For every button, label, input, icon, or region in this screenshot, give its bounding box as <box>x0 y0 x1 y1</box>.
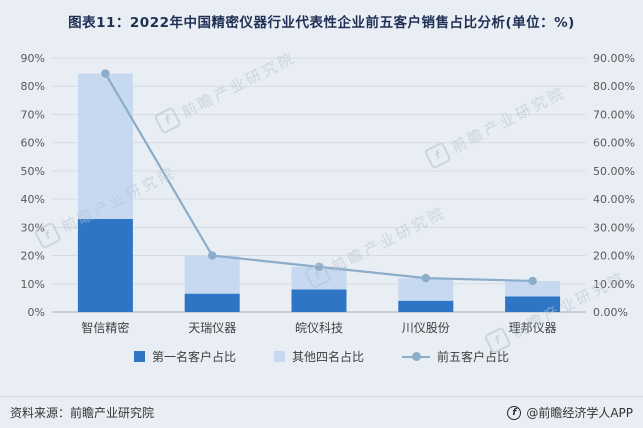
right-axis-tick-label: 90.00% <box>593 52 635 65</box>
left-axis-tick-label: 10% <box>21 278 45 291</box>
x-axis-category-label: 天瑞仪器 <box>188 321 236 335</box>
left-axis-tick-label: 20% <box>21 250 45 263</box>
line-marker <box>314 262 324 272</box>
bar-segment-other-four <box>505 280 561 297</box>
x-axis-category-label: 智信精密 <box>81 320 129 335</box>
legend-label: 第一名客户占比 <box>151 350 236 364</box>
qianzhan-logo-icon: f <box>507 405 522 420</box>
right-axis-tick-label: 80.00% <box>593 80 635 93</box>
credit-label: @前瞻经济学人APP <box>526 406 633 420</box>
chart-title: 图表11：2022年中国精密仪器行业代表性企业前五客户销售占比分析(单位：%) <box>68 15 575 31</box>
legend-item-line: 前五客户占比 <box>402 348 509 365</box>
left-axis-tick-label: 80% <box>21 80 45 93</box>
left-axis-tick-label: 30% <box>21 221 45 234</box>
legend-swatch-square <box>133 351 145 362</box>
left-axis-tick-label: 90% <box>21 52 45 65</box>
legend-swatch-square <box>273 351 285 362</box>
left-axis-tick-label: 40% <box>21 193 45 206</box>
credit: f @前瞻经济学人APP <box>507 404 633 421</box>
legend-swatch-line <box>402 351 430 362</box>
line-marker <box>101 69 110 78</box>
right-axis-tick-label: 30.00% <box>593 221 635 234</box>
right-axis-tick-label: 40.00% <box>593 193 635 206</box>
bar-segment-first-customer <box>505 296 561 312</box>
right-axis-tick-label: 70.00% <box>593 108 635 121</box>
legend-item-bar0: 第一名客户占比 <box>133 348 236 365</box>
bar-segment-first-customer <box>184 293 240 312</box>
line-marker <box>528 276 537 286</box>
left-axis-tick-label: 0% <box>28 306 45 319</box>
x-axis-category-label: 川仪股份 <box>402 321 450 335</box>
right-axis-tick-label: 20.00% <box>593 250 635 263</box>
legend-label: 前五客户占比 <box>437 350 510 364</box>
source-label: 资料来源：前瞻产业研究院 <box>10 406 155 420</box>
stacked-bar-line-chart: 0% 0.00% 10% 10.00% 20% 20.00% 30% 30.00% 40% 40.… <box>0 42 643 342</box>
plot-area: 0% 0.00% 10% 10.00% 20% 20.00% 30% 30.00% 40% 40.… <box>21 52 635 335</box>
x-axis-category-label: 理邦仪器 <box>509 321 557 335</box>
x-axis-category-label: 皖仪科技 <box>295 321 343 335</box>
bar-segment-first-customer <box>291 289 347 312</box>
bar-segment-other-four <box>291 266 347 290</box>
bar-segment-other-four <box>184 255 240 294</box>
footer: 资料来源：前瞻产业研究院 f @前瞻经济学人APP <box>0 396 643 428</box>
line-series-top5 <box>104 72 533 283</box>
bar-segment-first-customer <box>77 218 133 312</box>
chart-legend: 第一名客户占比 其他四名占比 前五客户占比 <box>0 348 643 365</box>
bar-segment-first-customer <box>398 300 454 312</box>
left-axis-tick-label: 70% <box>21 108 45 121</box>
right-axis-tick-label: 10.00% <box>593 278 635 291</box>
legend-item-bar1: 其他四名占比 <box>273 348 364 365</box>
bar-segment-other-four <box>398 278 454 301</box>
left-axis-tick-label: 60% <box>21 137 45 150</box>
right-axis-tick-label: 0.00% <box>593 306 628 319</box>
line-marker <box>208 251 217 260</box>
line-marker <box>421 273 430 283</box>
left-axis-tick-label: 50% <box>21 165 45 178</box>
bar-segment-other-four <box>77 73 133 219</box>
right-axis-tick-label: 50.00% <box>593 165 635 178</box>
legend-label: 其他四名占比 <box>291 350 364 364</box>
right-axis-tick-label: 60.00% <box>593 137 635 150</box>
